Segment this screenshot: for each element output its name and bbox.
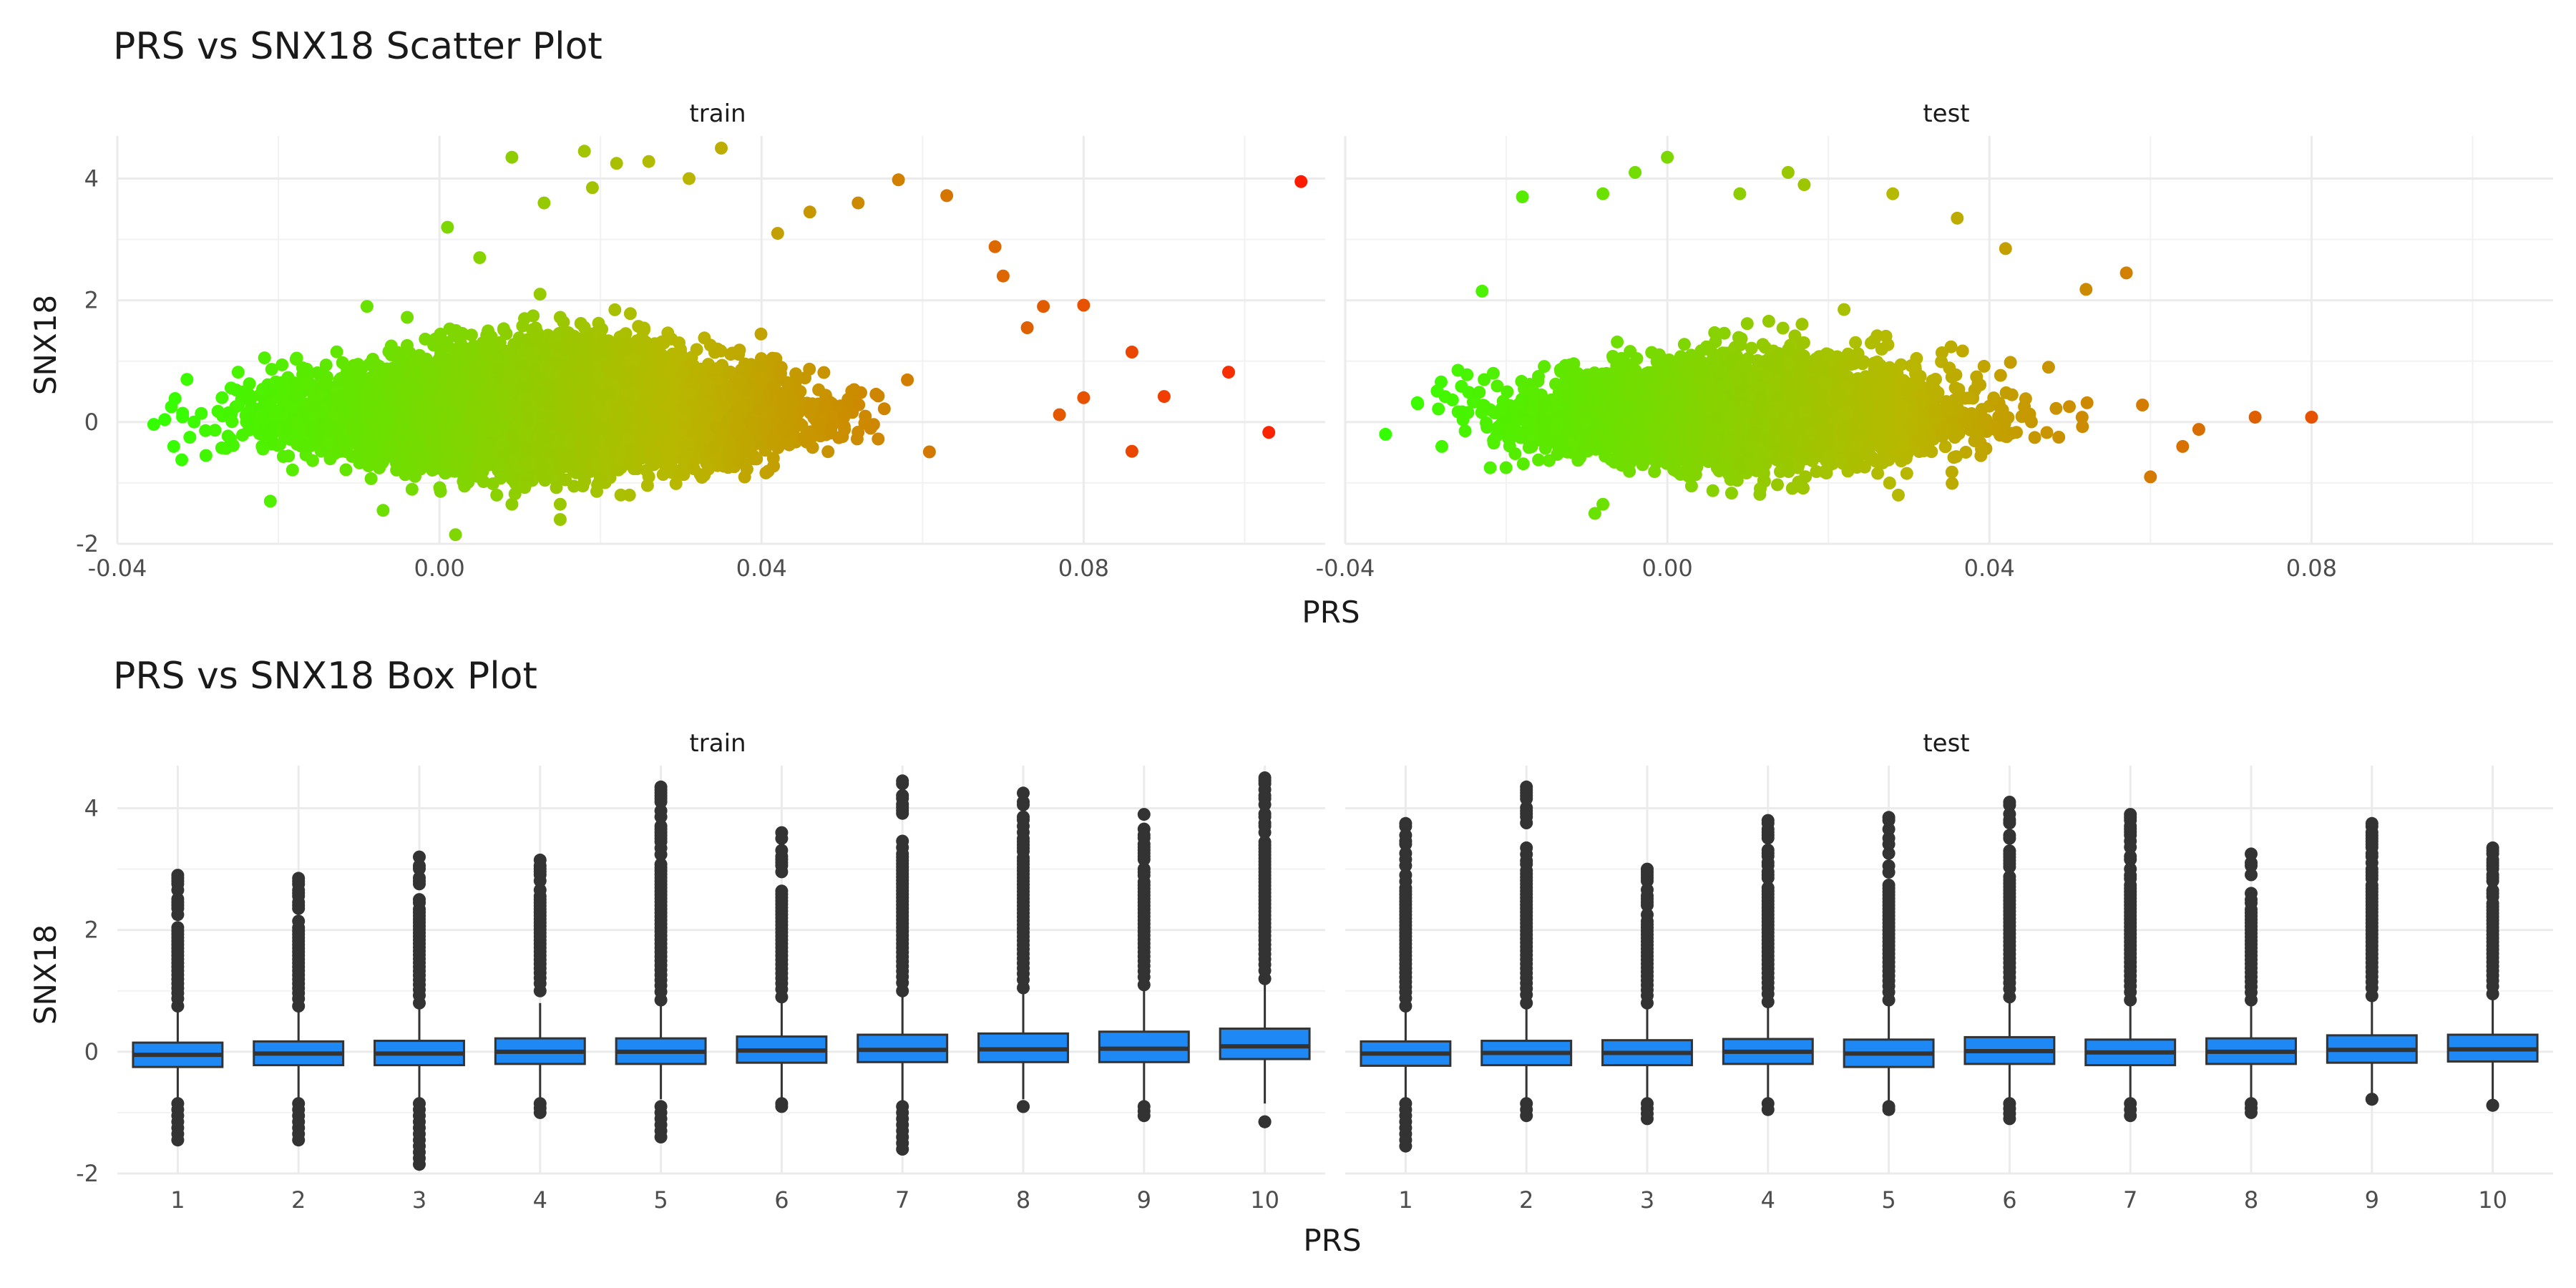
scatter-point [754, 327, 768, 341]
scatter-point [275, 358, 289, 371]
scatter-point [286, 463, 299, 477]
scatter-point [490, 488, 504, 502]
scatter-facet-label-test: test [1923, 99, 1969, 128]
scatter-point [265, 363, 278, 376]
scatter-point [872, 432, 885, 446]
scatter-facet-label-train: train [689, 99, 746, 128]
scatter-point [195, 406, 208, 420]
scatter-plot-title: PRS vs SNX18 Scatter Plot [113, 25, 602, 68]
scatter-point [518, 312, 531, 326]
scatter-point [821, 445, 835, 459]
scatter-point [817, 366, 831, 379]
scatter-point [168, 392, 182, 405]
scatter-points-train [147, 142, 1308, 542]
scatter-point [901, 373, 914, 386]
scatter-point [922, 445, 936, 459]
scatter-point [258, 351, 271, 365]
